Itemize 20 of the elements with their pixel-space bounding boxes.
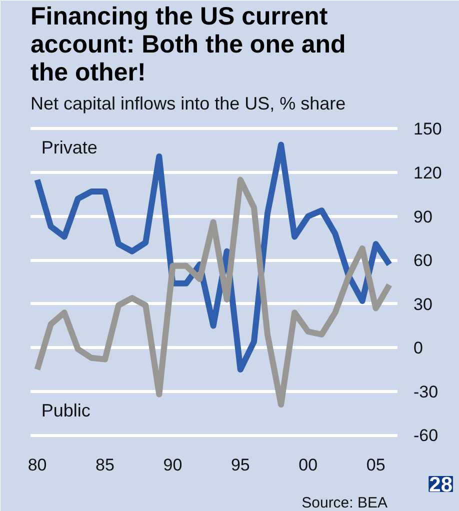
chart-title: Financing the US current account: Both the one and the other! [30, 2, 346, 86]
source-note: Source: BEA [302, 494, 388, 511]
x-tick-label: 05 [366, 456, 386, 474]
series-label: Private [41, 138, 98, 158]
y-tick-label: -60 [414, 426, 438, 446]
x-tick-label: 00 [298, 456, 318, 474]
y-tick-label: 120 [414, 164, 442, 182]
y-tick-label: -30 [414, 382, 438, 402]
x-tick-label: 80 [28, 456, 47, 474]
chart-subtitle: Net capital inflows into the US, % share [30, 94, 346, 114]
text: 28 [429, 474, 453, 496]
series-label: Public [41, 400, 90, 420]
y-tick-label: 90 [414, 207, 432, 226]
y-tick-label: 150 [414, 120, 442, 139]
y-tick-label: 60 [414, 251, 432, 270]
x-tick-label: 90 [163, 456, 182, 474]
x-tick-label: 85 [96, 456, 114, 474]
y-tick-label: 30 [414, 294, 432, 314]
x-tick-label: 95 [230, 456, 250, 474]
y-tick-label: 0 [414, 338, 423, 358]
